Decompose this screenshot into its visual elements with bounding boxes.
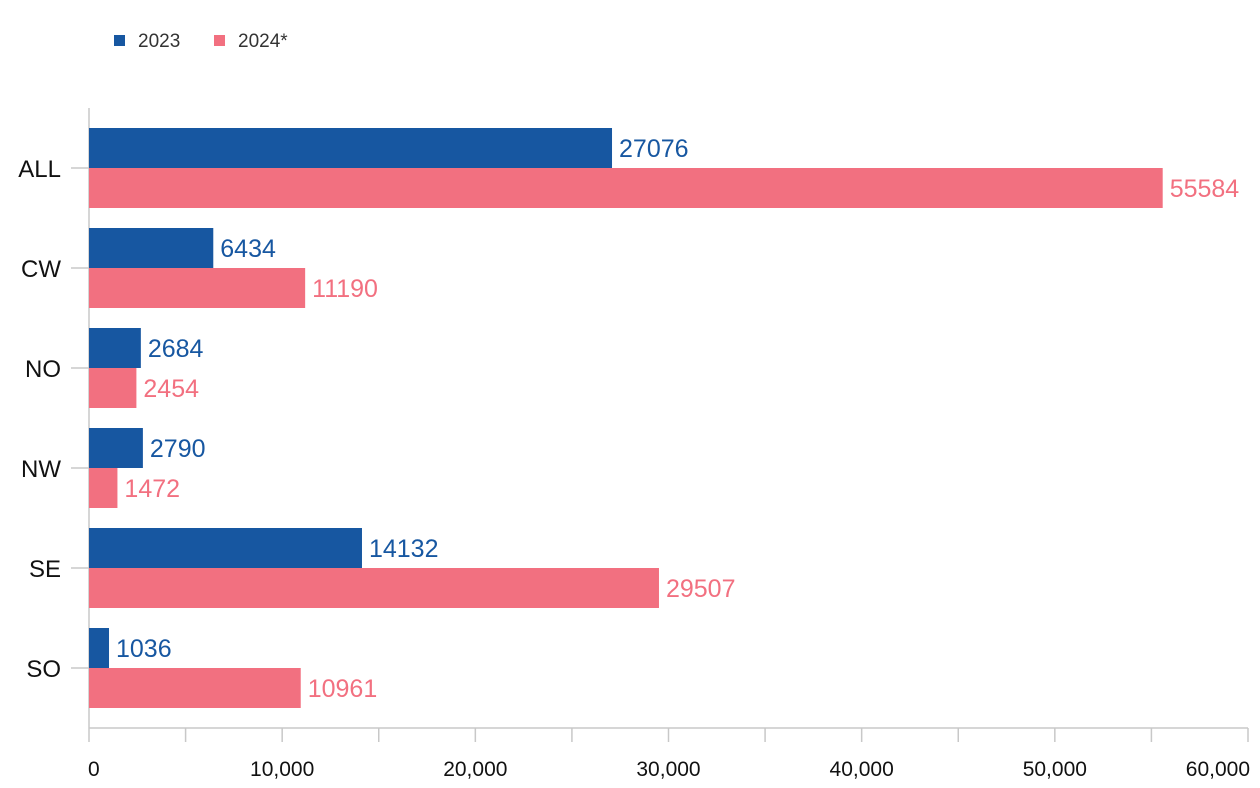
category-label-no: NO [25, 356, 61, 383]
category-label-all: ALL [18, 156, 61, 183]
data-label: 2790 [150, 435, 206, 463]
x-tick-label: 20,000 [443, 758, 507, 781]
category-label-se: SE [29, 556, 61, 583]
bar-nw-2024 [89, 468, 118, 508]
data-label: 55584 [1170, 175, 1240, 203]
data-label: 27076 [619, 135, 689, 163]
data-label: 2684 [148, 335, 204, 363]
x-tick-label: 60,000 [1186, 758, 1250, 781]
data-label: 14132 [369, 535, 439, 563]
legend: 2023 2024* [114, 31, 288, 52]
x-tick-label: 30,000 [636, 758, 700, 781]
data-label: 11190 [312, 275, 378, 303]
bar-cw-2023 [89, 228, 214, 268]
bar-se-2024 [89, 568, 659, 608]
data-label: 29507 [666, 575, 736, 603]
legend-label-2024: 2024* [238, 31, 288, 52]
x-tick-label: 10,000 [250, 758, 314, 781]
bar-se-2023 [89, 528, 362, 568]
x-tick-label: 0 [88, 758, 100, 781]
data-label: 6434 [220, 235, 276, 263]
bar-so-2024 [89, 668, 301, 708]
category-label-cw: CW [21, 256, 61, 283]
bar-nw-2023 [89, 428, 143, 468]
bar-no-2024 [89, 368, 137, 408]
bar-so-2023 [89, 628, 110, 668]
bar-no-2023 [89, 328, 141, 368]
data-label: 2454 [143, 375, 199, 403]
x-tick-label: 50,000 [1023, 758, 1087, 781]
data-label: 10961 [308, 675, 378, 703]
axes: 0 10,000 20,000 30,000 40,000 50,000 60,000 ALL… [18, 108, 1250, 781]
legend-swatch-2023 [114, 35, 125, 46]
x-tick-label: 40,000 [830, 758, 894, 781]
category-label-so: SO [26, 656, 61, 683]
data-label: 1472 [124, 475, 180, 503]
category-label-nw: NW [21, 456, 61, 483]
bars: 27076 55584 6434 11190 2684 2454 2790 1472 14132… [89, 128, 1239, 708]
legend-swatch-2024 [214, 35, 225, 46]
legend-label-2023: 2023 [138, 31, 180, 52]
bar-all-2023 [89, 128, 613, 168]
data-label: 1036 [116, 635, 172, 663]
bar-cw-2024 [89, 268, 306, 308]
bar-all-2024 [89, 168, 1163, 208]
